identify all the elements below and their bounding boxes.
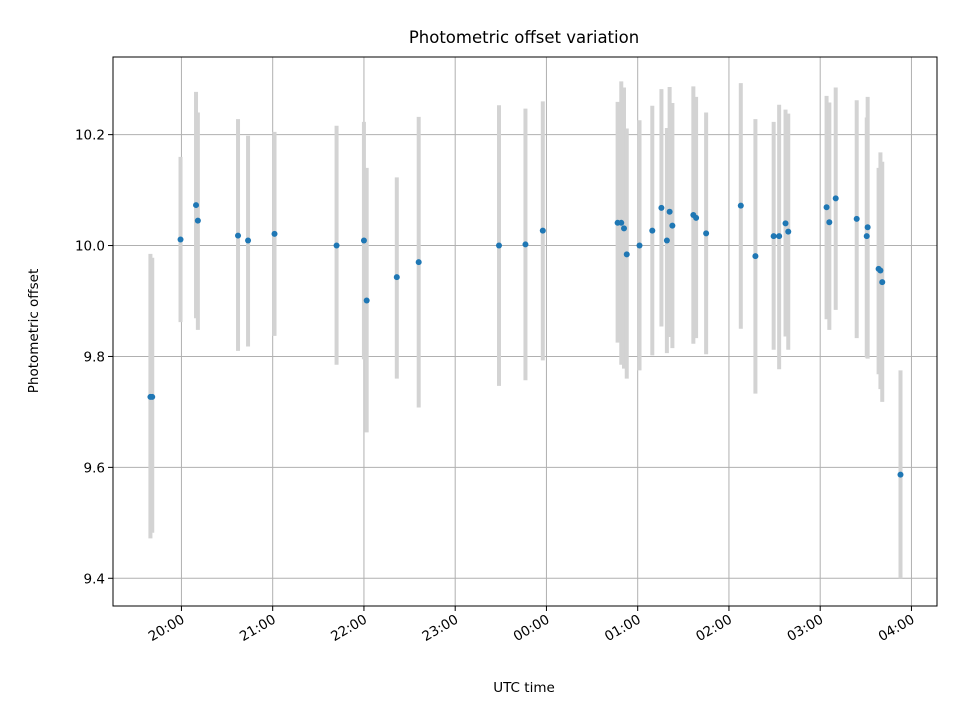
data-point	[271, 230, 278, 237]
data-point	[663, 237, 670, 244]
data-point	[193, 202, 200, 209]
data-point	[785, 228, 792, 235]
data-point	[752, 253, 759, 260]
data-point	[879, 279, 886, 286]
data-point	[666, 208, 673, 215]
data-point	[737, 202, 744, 209]
data-point	[693, 214, 700, 221]
data-point	[495, 242, 502, 249]
data-point	[649, 227, 656, 234]
data-point	[826, 219, 833, 226]
data-point	[877, 267, 884, 274]
data-point	[669, 222, 676, 229]
data-point	[770, 233, 777, 240]
y-tick-label: 9.6	[84, 460, 105, 476]
data-point	[177, 236, 184, 243]
data-point	[333, 242, 340, 249]
x-axis-label: UTC time	[493, 680, 555, 696]
data-point	[194, 217, 201, 224]
data-point	[636, 242, 643, 249]
chart-title: Photometric offset variation	[409, 28, 639, 47]
data-point	[149, 393, 156, 400]
y-tick-label: 9.4	[84, 571, 105, 587]
data-point	[658, 204, 665, 211]
data-point	[415, 259, 422, 266]
y-tick-label: 9.8	[84, 349, 105, 365]
data-point	[235, 232, 242, 239]
data-point	[864, 224, 871, 231]
data-point	[897, 471, 904, 478]
data-point	[782, 220, 789, 227]
data-points	[147, 195, 904, 478]
data-point	[618, 219, 625, 226]
data-point	[363, 297, 370, 304]
data-point	[823, 204, 830, 211]
plot-frame	[112, 56, 938, 607]
y-tick-label: 10.2	[75, 128, 105, 144]
data-point	[522, 241, 529, 248]
y-tick-label: 10.0	[75, 239, 105, 255]
data-point	[832, 195, 839, 202]
data-point	[360, 237, 367, 244]
data-point	[623, 251, 630, 258]
data-point	[393, 274, 400, 281]
data-point	[245, 237, 252, 244]
data-point	[703, 230, 710, 237]
data-point	[863, 233, 870, 240]
data-point	[776, 233, 783, 240]
data-point	[621, 225, 628, 232]
y-axis-ticks: 9.4 9.6 9.8 10.0 10.2	[75, 128, 113, 587]
data-point	[539, 227, 546, 234]
data-point	[853, 215, 860, 222]
y-axis-label: Photometric offset	[26, 269, 42, 393]
